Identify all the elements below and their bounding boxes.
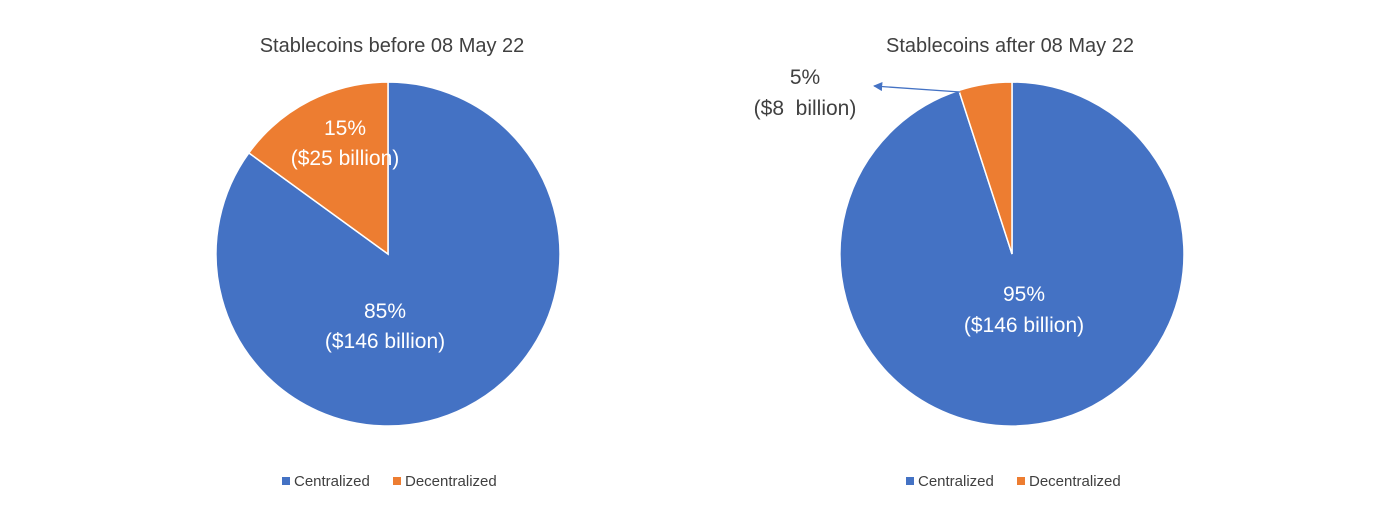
- legend-after: Centralized Decentralized: [906, 473, 1121, 490]
- pie-chart-before: Stablecoins before 08 May 22 85% ($146 bi…: [215, 35, 561, 490]
- data-label-pct-centralized: 95%: [1003, 283, 1045, 306]
- pie-slice-centralized: [839, 81, 1185, 427]
- pie-slices-before: [215, 81, 561, 427]
- chart-title-before: Stablecoins before 08 May 22: [260, 35, 525, 57]
- data-label-pct-decentralized: 5%: [790, 66, 820, 89]
- legend-swatch-decentralized: [1017, 477, 1025, 485]
- chart-title-after: Stablecoins after 08 May 22: [886, 35, 1134, 57]
- data-label-amount-decentralized: ($25 billion): [291, 147, 400, 170]
- pie-slice-decentralized: [957, 81, 1013, 255]
- pie-slices-after: [839, 81, 1185, 427]
- legend-swatch-centralized: [906, 477, 914, 485]
- legend-swatch-decentralized: [393, 477, 401, 485]
- legend-label-centralized: Centralized: [294, 473, 370, 490]
- legend-label-decentralized: Decentralized: [405, 473, 497, 490]
- data-label-amount-centralized: ($146 billion): [325, 330, 445, 353]
- leader-arrow: [873, 82, 961, 93]
- legend-label-decentralized: Decentralized: [1029, 473, 1121, 490]
- data-label-amount-decentralized: ($8 billion): [754, 97, 857, 120]
- pie-labels-after: 95% ($146 billion) 5% ($8 billion): [754, 66, 1084, 337]
- legend-swatch-centralized: [282, 477, 290, 485]
- legend-label-centralized: Centralized: [918, 473, 994, 490]
- pie-slice-decentralized: [247, 81, 389, 256]
- data-label-pct-centralized: 85%: [364, 300, 406, 323]
- legend-before: Centralized Decentralized: [282, 473, 497, 490]
- pie-labels-before: 85% ($146 billion) 15% ($25 billion): [291, 117, 445, 353]
- data-label-pct-decentralized: 15%: [324, 117, 366, 140]
- pie-chart-after: Stablecoins after 08 May 22 95% ($146 bil…: [754, 35, 1185, 490]
- data-label-amount-centralized: ($146 billion): [964, 314, 1084, 337]
